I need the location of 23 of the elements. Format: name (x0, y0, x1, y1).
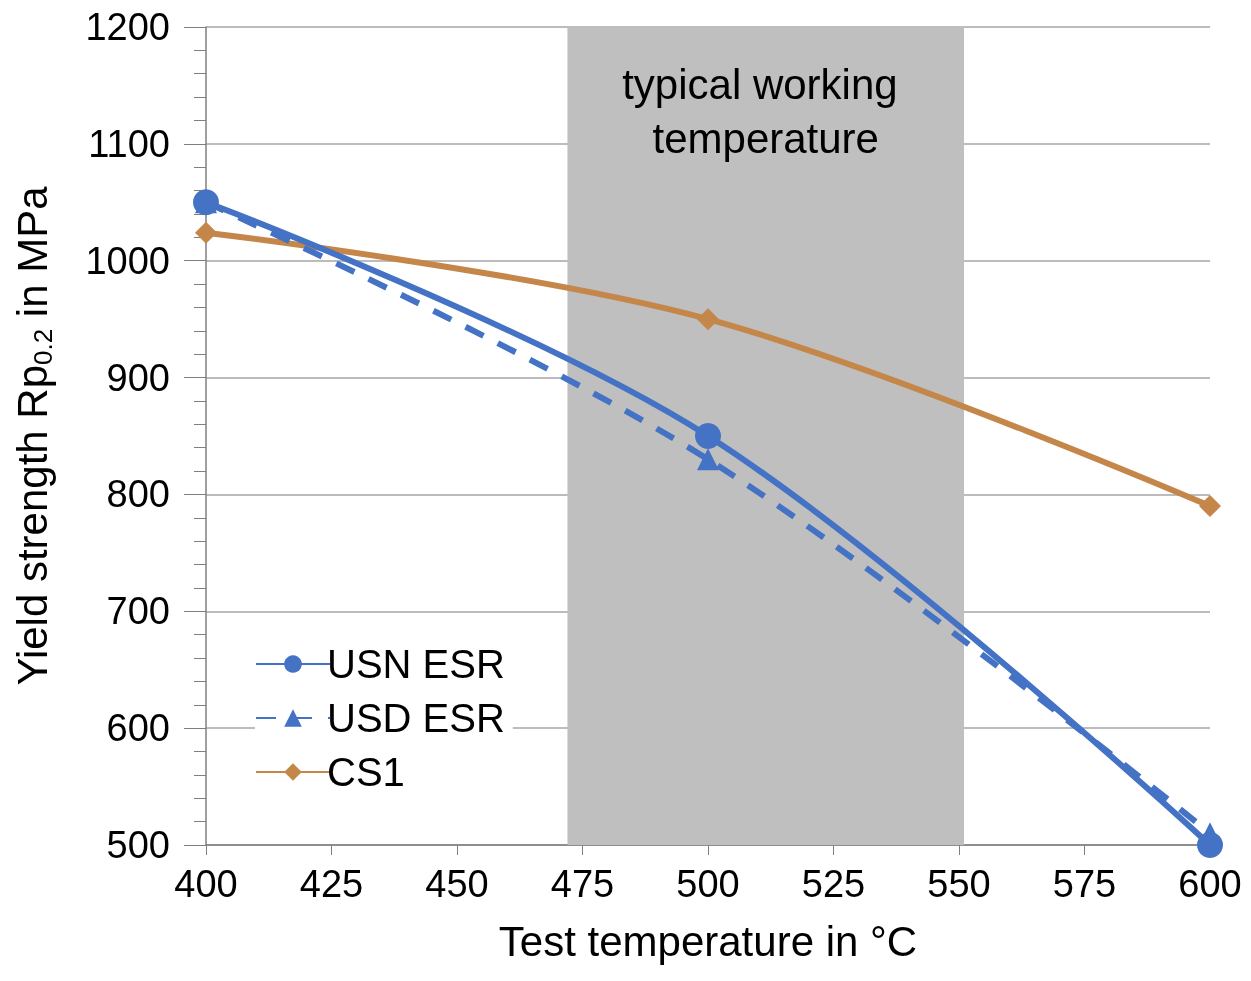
band-label: typical working temperature (622, 60, 910, 162)
y-tick-label: 800 (106, 473, 170, 516)
x-tick-label: 475 (550, 863, 615, 905)
legend-label: USN ESR (327, 642, 505, 686)
y-tick-label: 600 (106, 707, 170, 750)
x-tick-label: 575 (1052, 863, 1117, 905)
x-tick-label: 425 (299, 863, 364, 905)
y-tick-label: 500 (106, 824, 170, 866)
x-tick-label: 400 (174, 863, 238, 905)
x-axis-title: Test temperature in °C (498, 917, 918, 965)
legend-label: CS1 (327, 750, 405, 794)
x-tick-label: 450 (425, 863, 489, 905)
y-tick-label: 1000 (85, 239, 170, 282)
y-tick-label: 700 (106, 590, 170, 633)
y-tick-label: 1200 (85, 6, 170, 48)
y-tick-label: 1100 (88, 122, 170, 165)
x-tick-label: 500 (676, 863, 740, 905)
x-tick-label: 600 (1178, 863, 1242, 905)
y-tick-label: 900 (106, 356, 170, 399)
legend-label: USD ESR (327, 696, 505, 740)
x-tick-label: 550 (927, 863, 991, 905)
x-tick-label: 525 (801, 863, 866, 905)
y-axis-title: Yield strength Rp0.2 in MPa (8, 185, 58, 686)
